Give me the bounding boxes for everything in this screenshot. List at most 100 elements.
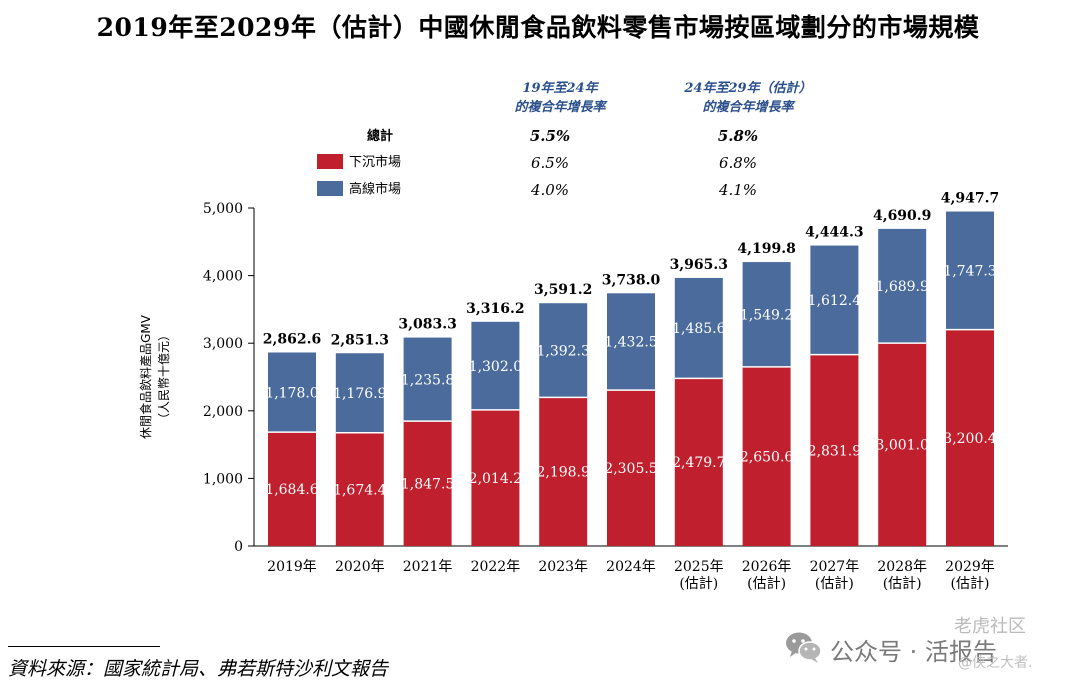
- bar-segment-4-low: [539, 397, 588, 546]
- x-tick-label-7-0: 2026年: [742, 559, 792, 575]
- data-label-high-0: 1,178.0: [265, 385, 318, 401]
- data-label-high-7: 1,549.2: [740, 307, 793, 323]
- cagr-header-0-line-1: 的複合年增長率: [514, 99, 608, 115]
- x-tick-label-7-1: (估計): [747, 576, 786, 592]
- bar-segment-2-high: [403, 337, 452, 422]
- total-label-9: 4,690.9: [873, 208, 931, 224]
- x-tick-label-6-0: 2025年: [674, 559, 724, 575]
- bar-segment-10-high: [946, 211, 994, 330]
- data-label-high-4: 1,392.3: [536, 343, 589, 359]
- legend-swatch-1: [317, 154, 343, 169]
- x-tick-label-1-0: 2020年: [335, 559, 385, 575]
- data-label-low-3: 2,014.2: [469, 471, 522, 487]
- total-label-8: 4,444.3: [805, 225, 863, 241]
- x-tick-label-10-0: 2029年: [945, 559, 995, 575]
- total-label-5: 3,738.0: [602, 272, 661, 288]
- cagr-value-1-0: 6.5%: [531, 154, 569, 172]
- watermark-bottom-text: @侠之大者.: [958, 655, 1033, 671]
- wechat-icon: [786, 632, 822, 663]
- bar-segment-9-low: [878, 343, 927, 546]
- x-tick-label-0-0: 2019年: [267, 559, 317, 575]
- x-tick-label-5-0: 2024年: [606, 559, 656, 575]
- bar-segment-0-low: [268, 432, 316, 546]
- bar-segment-7-high: [742, 262, 791, 367]
- bar-segment-0-high: [268, 352, 316, 433]
- total-label-3: 3,316.2: [466, 301, 524, 317]
- data-label-low-1: 1,674.4: [333, 482, 387, 498]
- bar-segment-3-low: [471, 409, 520, 546]
- total-label-0: 2,862.6: [263, 331, 321, 347]
- legend-label-1: 下沉市場: [349, 154, 401, 170]
- x-tick-label-8-0: 2027年: [810, 559, 860, 575]
- watermark-text: 公众号 · 活报告: [830, 638, 997, 666]
- chart-title: 2019年至2029年（估計）中國休閒食品飲料零售市場按區域劃分的市場規模: [96, 13, 980, 42]
- cagr-value-1-1: 6.8%: [719, 154, 757, 172]
- y-axis-label-0: 休閒食品飲料產品GMV: [138, 314, 153, 439]
- legend-swatch-2: [317, 181, 343, 196]
- bar-segment-3-high: [471, 321, 520, 410]
- x-tick-label-2-0: 2021年: [403, 559, 453, 575]
- x-tick-label-9-1: (估計): [883, 576, 922, 592]
- x-tick-label-9-0: 2028年: [877, 559, 927, 575]
- watermark: 公众号 · 活报告 老虎社区 @侠之大者.: [784, 612, 1074, 682]
- total-label-2: 3,083.3: [398, 317, 456, 333]
- source-note: 資料來源：國家統計局、弗若斯特沙利文報告: [8, 658, 389, 680]
- bar-segment-4-high: [539, 303, 588, 398]
- data-label-low-6: 2,479.7: [672, 455, 725, 471]
- source-divider: [8, 646, 160, 647]
- cagr-value-0-0: 5.5%: [530, 127, 570, 145]
- total-label-4: 3,591.2: [534, 282, 592, 298]
- data-label-low-5: 2,305.5: [604, 461, 657, 477]
- bar-segment-5-high: [607, 293, 655, 391]
- bar-segment-7-low: [742, 366, 791, 546]
- y-tick-label: 4,000: [203, 269, 243, 285]
- cagr-value-2-0: 4.0%: [530, 181, 569, 199]
- data-label-low-0: 1,684.6: [265, 482, 319, 498]
- total-label-10: 4,947.7: [941, 191, 999, 207]
- data-label-high-6: 1,485.6: [672, 321, 726, 337]
- x-tick-label-8-1: (估計): [815, 576, 854, 592]
- x-tick-label-6-1: (估計): [679, 576, 718, 592]
- y-tick-label: 0: [234, 539, 243, 555]
- y-tick-label: 1,000: [203, 471, 243, 487]
- x-tick-label-3-0: 2022年: [471, 559, 521, 575]
- y-tick-label: 5,000: [203, 201, 243, 217]
- total-label-6: 3,965.3: [670, 257, 728, 273]
- data-label-low-7: 2,650.6: [740, 449, 794, 465]
- x-tick-label-10-1: (估計): [951, 576, 990, 592]
- data-label-low-8: 2,831.9: [808, 443, 861, 459]
- data-label-high-9: 1,689.9: [875, 279, 928, 295]
- data-label-high-2: 1,235.8: [401, 372, 454, 388]
- bar-segment-10-low: [946, 329, 994, 546]
- data-label-low-2: 1,847.5: [401, 477, 454, 493]
- bar-segment-2-low: [403, 421, 452, 546]
- bar-segment-1-high: [335, 353, 384, 433]
- bar-segment-5-low: [607, 390, 655, 546]
- data-label-high-3: 1,302.0: [469, 359, 522, 375]
- cagr-value-2-1: 4.1%: [718, 181, 757, 199]
- bar-segment-6-low: [674, 378, 723, 546]
- data-label-low-10: 3,200.4: [943, 431, 997, 447]
- watermark-top-text: 老虎社区: [954, 616, 1026, 637]
- data-label-high-8: 1,612.4: [808, 293, 862, 309]
- bar-segment-8-high: [810, 245, 859, 355]
- data-label-high-5: 1,432.5: [604, 335, 657, 351]
- x-tick-label-4-0: 2023年: [538, 559, 588, 575]
- y-tick-label: 2,000: [203, 404, 243, 420]
- legend-label-2: 高線市場: [349, 181, 401, 197]
- bar-segment-8-low: [810, 354, 859, 546]
- bar-segment-1-low: [335, 432, 384, 546]
- data-label-high-10: 1,747.3: [943, 264, 996, 280]
- cagr-header-0-line-0: 19年至24年: [522, 80, 599, 96]
- y-axis-label-1: （人民幣十億元）: [157, 329, 171, 425]
- bar-segment-9-high: [878, 228, 927, 344]
- cagr-header-1-line-1: 的複合年增長率: [702, 99, 796, 115]
- y-tick-label: 3,000: [203, 336, 243, 352]
- total-label-7: 4,199.8: [737, 241, 795, 257]
- total-label-1: 2,851.3: [331, 332, 389, 348]
- data-label-high-1: 1,176.9: [333, 386, 386, 402]
- data-label-low-9: 3,001.0: [875, 438, 928, 454]
- bar-segment-6-high: [674, 277, 723, 379]
- legend-label-0: 總計: [367, 128, 393, 144]
